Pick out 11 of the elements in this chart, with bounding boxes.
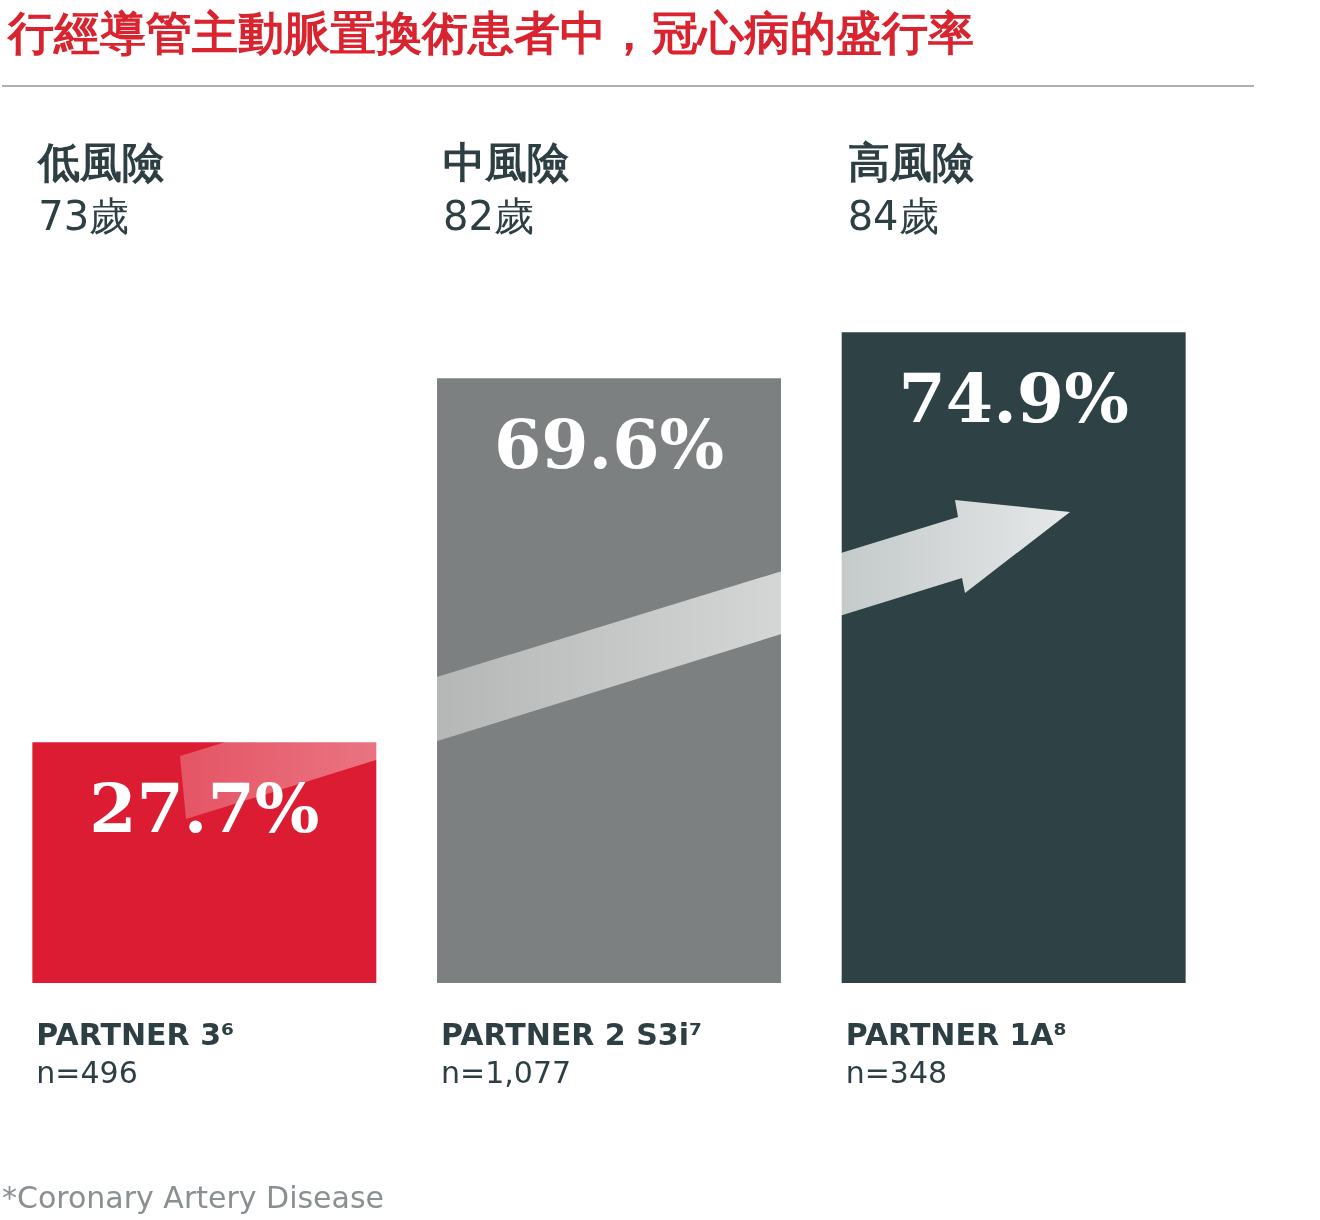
- x-tick-label: PARTNER 3⁶ n=496: [36, 1017, 235, 1090]
- text: *Coronary Artery Disease: [2, 1180, 385, 1215]
- text: 中風險 82歲: [443, 138, 570, 239]
- x-tick-label: PARTNER 1A⁸ n=348: [845, 1017, 1067, 1090]
- data-label: 74.9%: [898, 357, 1129, 438]
- chart-title: 行經導管主動脈置換術患者中，冠心病的盛行率: [8, 6, 974, 62]
- x-tick-label: PARTNER 2 S3i⁷ n=1,077: [441, 1017, 703, 1090]
- data-label: 69.6%: [493, 404, 725, 485]
- text: 低風險 73歲: [38, 138, 165, 239]
- data-label: 27.7%: [89, 768, 320, 849]
- text: 高風險 84歲: [847, 138, 974, 239]
